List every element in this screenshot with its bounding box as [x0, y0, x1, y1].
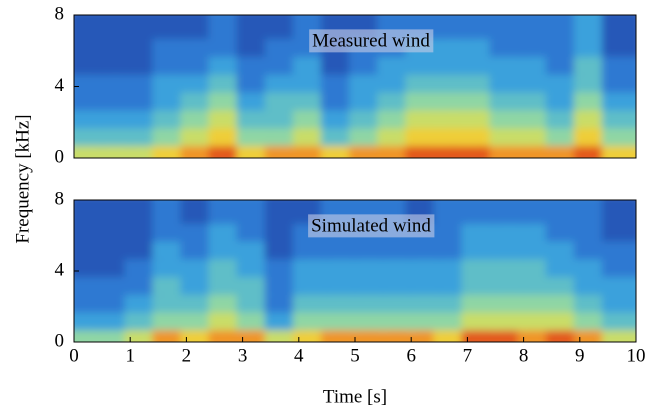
x-axis-label: Time [s] [323, 386, 387, 407]
y-tick-label: 0 [55, 146, 65, 167]
cell [601, 200, 636, 224]
x-tick-label: 1 [125, 345, 135, 366]
spectrogram-cells [74, 15, 636, 158]
x-tick-label: 8 [519, 345, 529, 366]
x-tick-label: 9 [575, 345, 585, 366]
x-tick-label: 2 [182, 345, 192, 366]
spectrogram [74, 15, 636, 158]
y-tick-label: 0 [55, 330, 65, 351]
y-tick-label: 8 [55, 188, 65, 209]
x-tick-label: 3 [238, 345, 248, 366]
x-tick-label: 0 [69, 345, 79, 366]
x-tick-label: 10 [627, 345, 646, 366]
annotation: Simulated wind [311, 215, 431, 236]
annotation-box [308, 214, 435, 238]
annotation: Measured wind [312, 30, 430, 51]
y-tick-label: 8 [55, 3, 65, 24]
y-tick-label: 4 [55, 75, 65, 96]
x-tick-label: 6 [406, 345, 416, 366]
cell [601, 15, 636, 39]
annotation-box [309, 29, 434, 53]
x-tick-label: 7 [463, 345, 473, 366]
y-axis-label: Frequency [kHz] [12, 114, 33, 243]
x-tick-label: 4 [294, 345, 304, 366]
x-tick-label: 5 [350, 345, 360, 366]
y-tick-label: 4 [55, 259, 65, 280]
